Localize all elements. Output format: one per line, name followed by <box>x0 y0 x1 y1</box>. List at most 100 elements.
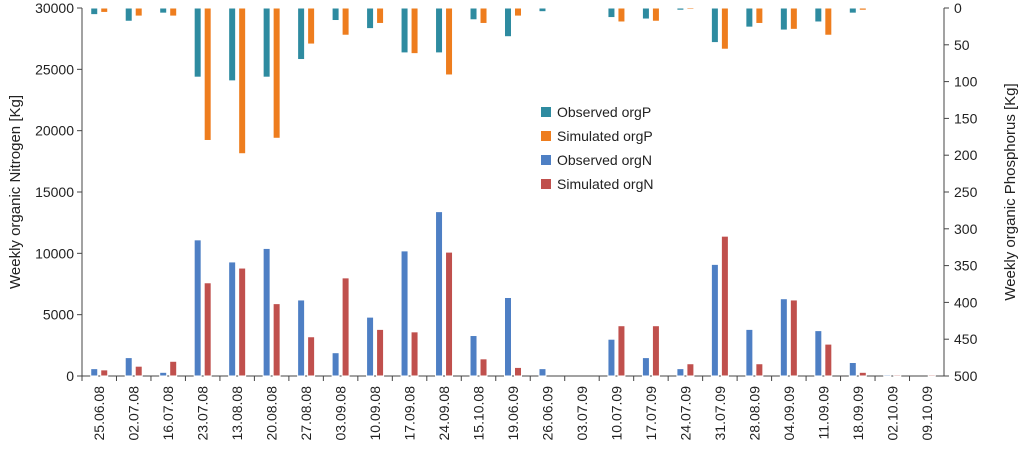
legend-swatch <box>541 179 551 189</box>
bar-observed-orgn <box>676 368 685 377</box>
bar-simulated-orgp <box>548 7 557 10</box>
bar-observed-orgn <box>469 335 478 377</box>
y-tick-label-right: 200 <box>954 147 978 163</box>
y-tick-label-right: 350 <box>954 258 978 274</box>
x-tick-label: 18.09.09 <box>850 386 866 441</box>
bar-observed-orgn <box>297 299 306 377</box>
bar-simulated-orgn <box>824 343 833 377</box>
bar-observed-orgp <box>641 7 650 20</box>
x-tick-label: 16.07.08 <box>160 386 176 441</box>
legend-label: Observed orgN <box>557 152 652 168</box>
bar-simulated-orgp <box>134 7 143 17</box>
x-tick-label: 31.07.09 <box>712 386 728 441</box>
y-tick-label-left: 0 <box>66 368 74 384</box>
bar-observed-orgp <box>814 7 823 23</box>
legend-label: Simulated orgP <box>557 128 653 144</box>
y-tick-label-right: 150 <box>954 110 978 126</box>
bar-observed-orgn <box>435 211 444 377</box>
legend-label: Observed orgP <box>557 104 651 120</box>
x-tick-label: 10.07.09 <box>608 386 624 441</box>
bar-simulated-orgn <box>617 325 626 377</box>
bar-observed-orgp <box>710 7 719 44</box>
y-tick-label-right: 400 <box>954 294 978 310</box>
bar-observed-orgp <box>538 7 547 13</box>
x-tick-label: 20.08.08 <box>264 386 280 441</box>
bar-observed-orgn <box>848 362 857 377</box>
x-tick-label: 26.06.09 <box>539 386 555 441</box>
bar-simulated-orgp <box>858 7 867 11</box>
x-tick-label: 27.08.08 <box>298 386 314 441</box>
x-tick-label: 02.07.08 <box>126 386 142 441</box>
x-tick-label: 19.06.09 <box>505 386 521 441</box>
x-tick-label: 24.07.09 <box>677 386 693 441</box>
bar-simulated-orgp <box>686 7 695 10</box>
bar-observed-orgn <box>745 328 754 377</box>
bar-simulated-orgp <box>376 7 385 24</box>
bar-observed-orgn <box>124 357 133 377</box>
bar-simulated-orgn <box>307 336 316 377</box>
bar-observed-orgp <box>193 7 202 78</box>
bar-simulated-orgp <box>927 7 936 10</box>
bar-observed-orgp <box>262 7 271 78</box>
legend-swatch <box>541 155 551 165</box>
bar-observed-orgp <box>90 7 99 16</box>
bar-observed-orgn <box>883 374 892 377</box>
bar-observed-orgp <box>228 7 237 82</box>
bar-observed-orgp <box>745 7 754 28</box>
bar-simulated-orgp <box>479 7 488 24</box>
bar-simulated-orgn <box>238 267 247 377</box>
x-tick-label: 23.07.08 <box>195 386 211 441</box>
bar-observed-orgn <box>504 296 512 377</box>
bar-observed-orgn <box>400 250 409 377</box>
bar-simulated-orgp <box>514 7 522 17</box>
bar-simulated-orgn <box>789 299 798 377</box>
x-tick-label: 24.09.08 <box>436 386 452 441</box>
bar-simulated-orgp <box>651 7 660 22</box>
bar-simulated-orgp <box>789 7 798 30</box>
y-tick-label-left: 10000 <box>35 245 74 261</box>
bar-simulated-orgn <box>169 360 178 377</box>
bar-observed-orgn <box>262 247 271 377</box>
bar-observed-orgp <box>124 7 133 22</box>
bar-observed-orgp <box>400 7 409 54</box>
bar-observed-orgp <box>297 7 306 61</box>
y-tick-label-right: 0 <box>954 0 962 16</box>
y-tick-label-right: 300 <box>954 221 978 237</box>
bar-simulated-orgn <box>514 366 522 377</box>
x-tick-label: 04.09.09 <box>781 386 797 441</box>
bar-observed-orgn <box>641 357 650 377</box>
x-tick-label: 02.10.09 <box>884 386 900 441</box>
y-tick-label-right: 100 <box>954 74 978 90</box>
x-tick-label: 11.09.09 <box>815 386 831 440</box>
x-tick-label: 28.08.09 <box>746 386 762 441</box>
bar-simulated-orgp <box>203 7 212 141</box>
bar-observed-orgp <box>607 7 616 19</box>
bar-observed-orgn <box>366 316 375 377</box>
bar-simulated-orgp <box>272 7 281 139</box>
bar-observed-orgp <box>469 7 478 21</box>
y-tick-label-right: 450 <box>954 331 978 347</box>
bar-simulated-orgp <box>341 7 350 36</box>
bar-simulated-orgn <box>134 365 143 377</box>
y-tick-label-right: 500 <box>954 368 978 384</box>
bar-simulated-orgp <box>410 7 419 55</box>
y-tick-label-right: 50 <box>954 37 970 53</box>
bar-simulated-orgn <box>203 282 212 377</box>
y-tick-label-left: 15000 <box>35 184 74 200</box>
bar-simulated-orgp <box>582 7 591 10</box>
bar-simulated-orgn <box>720 235 729 377</box>
bar-observed-orgp <box>676 7 685 11</box>
bar-simulated-orgp <box>445 7 454 76</box>
bar-simulated-orgp <box>893 7 902 10</box>
bar-simulated-orgp <box>720 7 729 50</box>
legend-label: Simulated orgN <box>557 176 654 192</box>
bar-observed-orgp <box>848 7 857 14</box>
bar-simulated-orgn <box>686 363 695 377</box>
bar-simulated-orgp <box>238 7 247 155</box>
bar-observed-orgn <box>193 239 202 377</box>
bar-observed-orgp <box>331 7 340 22</box>
y-axis-title-right: Weekly organic Phosphorus [Kg] <box>1002 83 1019 300</box>
y-axis-title-left: Weekly organic Nitrogen [Kg] <box>7 95 24 289</box>
bar-simulated-orgn <box>410 331 419 377</box>
y-tick-label-left: 20000 <box>35 123 74 139</box>
